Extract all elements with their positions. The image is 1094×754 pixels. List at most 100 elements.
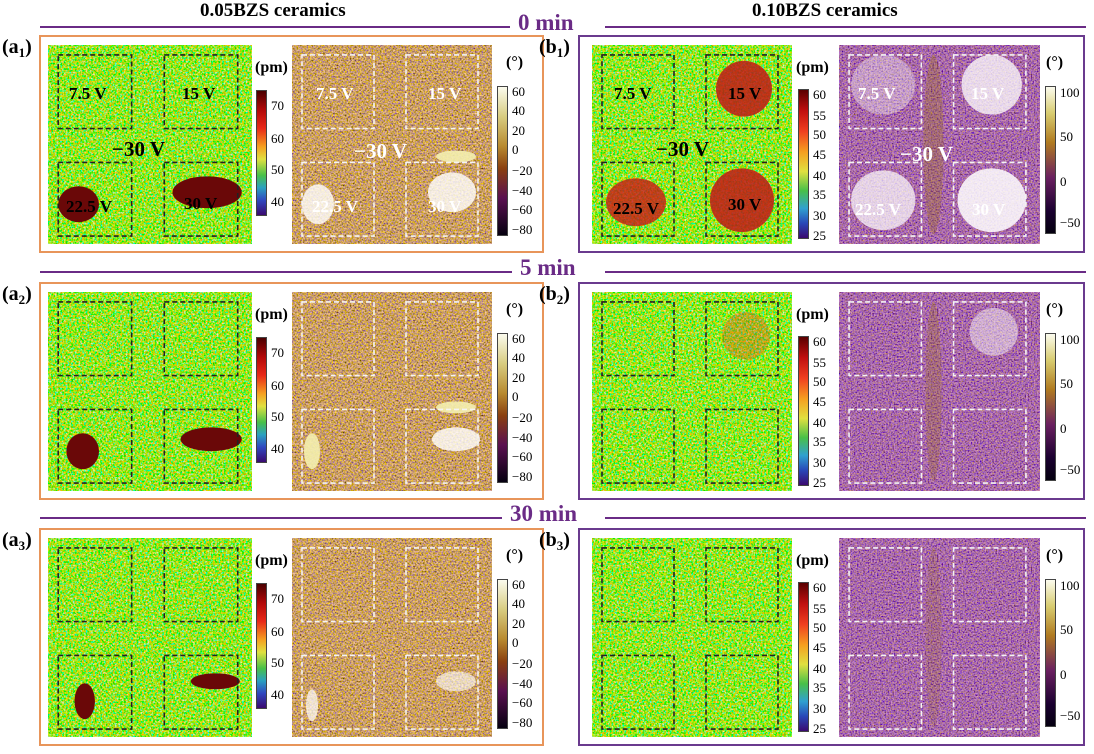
amplitude-map-a2-written-area-2 bbox=[163, 301, 239, 377]
amplitude-map-b1-written-area-3 bbox=[601, 161, 675, 237]
phase-unit-b2: (°) bbox=[1046, 301, 1064, 318]
amp-colorbar-a2 bbox=[256, 337, 267, 463]
phase-colorbar-b3-tick: −50 bbox=[1060, 708, 1081, 724]
phase-colorbar-a3-tick: 0 bbox=[512, 635, 519, 650]
phase-map-b1-domain-2 bbox=[851, 54, 916, 115]
amplitude-map-b3-image bbox=[592, 538, 792, 737]
amp-colorbar-a3-tick: 50 bbox=[271, 655, 284, 671]
phase-map-a2 bbox=[292, 292, 492, 491]
phase-map-a1-written-area-2 bbox=[405, 54, 479, 130]
amplitude-map-b2-texture bbox=[592, 292, 792, 491]
divider-5min-right bbox=[605, 271, 1086, 273]
phase-colorbar-b3-tick: 50 bbox=[1060, 622, 1073, 638]
frame-b2 bbox=[578, 282, 1085, 500]
amplitude-map-a1-domain-2 bbox=[172, 176, 242, 209]
amp-unit-b1: (pm) bbox=[796, 59, 829, 76]
phase-colorbar-a2-tick: −20 bbox=[512, 410, 533, 425]
amp-colorbar-b2-tick: 50 bbox=[813, 374, 826, 389]
phase-map-b3-written-area-2 bbox=[952, 547, 1027, 623]
amplitude-map-b2-written-area-2 bbox=[705, 301, 779, 377]
amplitude-map-b1-written-area-1 bbox=[601, 54, 675, 130]
phase-unit-b1: (°) bbox=[1046, 54, 1064, 71]
amp-colorbar-b1-tick: 30 bbox=[813, 208, 826, 223]
amp-colorbar-a1-tick: 70 bbox=[271, 98, 284, 114]
phase-colorbar-a1-tick: 0 bbox=[512, 142, 519, 157]
amp-colorbar-a3-tick: 60 bbox=[271, 623, 284, 639]
panel-label-b1: (b1) bbox=[539, 36, 570, 60]
amplitude-map-a1-domain-1 bbox=[58, 186, 99, 223]
panel-label-b2: (b2) bbox=[539, 283, 570, 307]
phase-map-b2 bbox=[839, 292, 1040, 491]
amp-colorbar-a1-tick: 60 bbox=[271, 130, 284, 146]
header-left: 0.05BZS ceramics bbox=[200, 0, 346, 21]
amp-colorbar-a2-tick: 70 bbox=[271, 345, 284, 361]
divider-0min-right bbox=[605, 26, 1086, 28]
phase-unit-b3: (°) bbox=[1046, 547, 1064, 564]
amp-colorbar-b1-tick: 55 bbox=[813, 107, 826, 123]
amp-colorbar-a3-tick: 40 bbox=[271, 686, 284, 702]
divider-5min-left bbox=[40, 271, 512, 273]
amplitude-map-a1-written-area-3 bbox=[57, 161, 133, 237]
phase-map-a3-written-area-1 bbox=[301, 547, 375, 623]
phase-map-b3-written-area-4 bbox=[952, 654, 1027, 730]
amplitude-map-a1-written-area-1 bbox=[57, 54, 133, 130]
header-right: 0.10BZS ceramics bbox=[752, 0, 898, 21]
panel-label-a3-letter: a bbox=[8, 529, 19, 551]
amplitude-map-b3-written-area-1 bbox=[601, 547, 675, 623]
panel-label-b3-letter: b bbox=[545, 529, 557, 551]
voltage-label-a1-phase-30: 30 V bbox=[428, 197, 462, 216]
divider-0min-left bbox=[40, 26, 510, 28]
phase-map-a3-written-area-3 bbox=[301, 654, 375, 730]
phase-colorbar-a1-tick: −20 bbox=[512, 163, 533, 178]
amplitude-map-b3 bbox=[592, 538, 792, 737]
phase-map-a1-domain-1 bbox=[302, 184, 334, 225]
phase-colorbar-b2-tick: 100 bbox=[1060, 331, 1080, 347]
phase-colorbar-a3-tick: −60 bbox=[512, 695, 533, 710]
phase-colorbar-a1-tick: 60 bbox=[512, 83, 525, 99]
phase-map-a1-domain-3 bbox=[436, 150, 476, 163]
phase-colorbar-b2 bbox=[1045, 333, 1056, 481]
amplitude-map-a1-image bbox=[48, 45, 252, 244]
phase-colorbar-a3-tick: −80 bbox=[512, 714, 533, 730]
voltage-label-b1-phase-15: 15 V bbox=[971, 84, 1005, 103]
voltage-label-a1-amp-22-5: 22.5 V bbox=[66, 197, 112, 216]
phase-map-b2-image bbox=[839, 292, 1040, 491]
amp-colorbar-b3-tick: 40 bbox=[813, 660, 826, 676]
panel-label-b2-letter: b bbox=[545, 283, 557, 305]
amplitude-map-b3-texture bbox=[592, 538, 792, 737]
amp-colorbar-a2-tick: 50 bbox=[271, 409, 284, 425]
phase-map-b1-image bbox=[839, 45, 1040, 244]
amplitude-map-b2-written-area-1 bbox=[601, 301, 675, 377]
phase-colorbar-a3-tick: −20 bbox=[512, 656, 533, 671]
amplitude-map-b2-written-area-3 bbox=[601, 408, 675, 484]
panel-label-b3: (b3) bbox=[539, 529, 570, 553]
phase-colorbar-b1-tick: 100 bbox=[1060, 84, 1080, 100]
panel-label-a2-index: 2 bbox=[18, 292, 26, 307]
amp-colorbar-b2-tick: 35 bbox=[813, 434, 826, 449]
phase-map-a2-written-area-4 bbox=[405, 408, 479, 484]
phase-map-b1-written-area-3 bbox=[848, 161, 923, 237]
phase-map-b2-domain-2 bbox=[925, 301, 942, 482]
amp-colorbar-b3-tick: 55 bbox=[813, 600, 826, 616]
phase-map-b1-domain-5 bbox=[923, 54, 944, 235]
phase-unit-a1: (°) bbox=[506, 54, 524, 71]
amp-colorbar-b3-tick: 45 bbox=[813, 639, 826, 655]
phase-map-a2-texture bbox=[292, 292, 492, 491]
phase-colorbar-a3 bbox=[497, 579, 508, 729]
amp-colorbar-b3-tick: 50 bbox=[813, 620, 826, 635]
amplitude-map-b1 bbox=[592, 45, 792, 244]
amplitude-map-a3-image bbox=[48, 538, 252, 737]
voltage-label-b1-amp-15: 15 V bbox=[728, 84, 762, 103]
phase-colorbar-b3 bbox=[1045, 579, 1056, 727]
amp-colorbar-a1-tick: 50 bbox=[271, 162, 284, 178]
amp-colorbar-b2-tick: 40 bbox=[813, 414, 826, 430]
amplitude-map-a3-written-area-3 bbox=[57, 654, 133, 730]
voltage-label-a1-amp-center: −30 V bbox=[112, 137, 166, 161]
phase-map-a3 bbox=[292, 538, 492, 737]
amp-colorbar-b2-tick: 25 bbox=[813, 474, 826, 490]
amplitude-map-a2-written-area-3 bbox=[57, 408, 133, 484]
voltage-label-b1-amp-30: 30 V bbox=[728, 195, 762, 214]
phase-colorbar-a1-tick: −80 bbox=[512, 221, 533, 237]
amp-colorbar-b2-tick: 45 bbox=[813, 393, 826, 409]
phase-colorbar-b3-tick: 100 bbox=[1060, 577, 1080, 593]
